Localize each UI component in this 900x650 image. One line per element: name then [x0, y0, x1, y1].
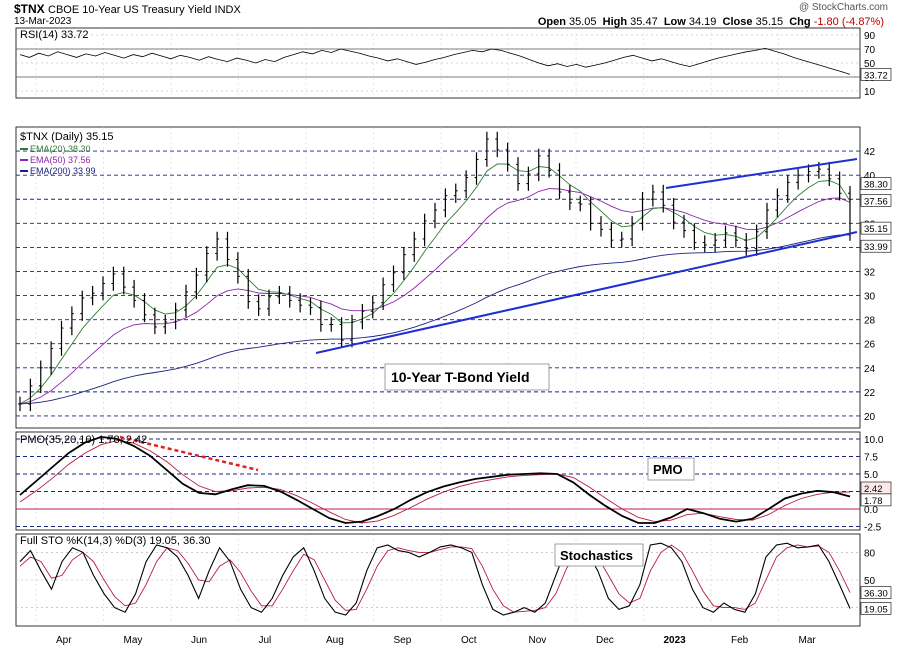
- price-annotation: 10-Year T-Bond Yield: [391, 369, 530, 385]
- chart-date: 13-Mar-2023: [14, 16, 72, 27]
- month-label: Apr: [56, 635, 72, 646]
- month-label: Mar: [799, 635, 817, 646]
- ema50-tag-box: [860, 194, 892, 207]
- pmo-annotation-box: [647, 457, 695, 481]
- support-trendline: [315, 231, 858, 354]
- sto-tick-label: 80: [864, 548, 876, 559]
- sto-d-line: [19, 544, 851, 613]
- open-label: Open: [537, 16, 566, 28]
- pmo-value-tag: 1.78: [864, 496, 883, 507]
- ticker-name: CBOE 10-Year US Treasury Yield INDX: [48, 4, 241, 16]
- month-label: Nov: [529, 635, 547, 646]
- pmo-signal-tag: 2.42: [864, 484, 883, 495]
- pmo-annotation: PMO: [653, 462, 683, 477]
- legend-entry: EMA(200) 33.99: [30, 166, 96, 176]
- ema20-tag: 38.30: [864, 180, 888, 191]
- ohlc-readout: Open 35.05 High 35.47 Low 34.19 Close 35…: [538, 16, 884, 28]
- month-label: Jun: [191, 635, 207, 646]
- month-label: Dec: [596, 635, 614, 646]
- price-tick-label: 26: [864, 340, 876, 351]
- pmo-tick-label: 10.0: [864, 435, 884, 446]
- price-tick-label: 28: [864, 316, 876, 327]
- month-label: May: [124, 635, 143, 646]
- pmo-label: PMO(35,20,10) 1.78, 2.42: [20, 434, 147, 446]
- ema20-line: [19, 163, 851, 405]
- ema20-tag-box: [860, 177, 892, 190]
- sto-annotation: Stochastics: [560, 548, 633, 563]
- price-tick-label: 40: [864, 171, 876, 182]
- pmo-tick-label: 0.0: [864, 505, 878, 516]
- pmo-signal-line: [19, 439, 851, 524]
- rsi-tick-label: 90: [864, 31, 876, 42]
- month-label: Oct: [461, 635, 477, 646]
- sto-label: Full STO %K(14,3) %D(3) 19.05, 36.30: [20, 535, 211, 547]
- price-tick-label: 24: [864, 364, 876, 375]
- pmo-tick-label: 5.0: [864, 470, 878, 481]
- pmo-line: [19, 435, 851, 524]
- sto-tick-label: 50: [864, 576, 876, 587]
- ema200-tag-box: [860, 239, 892, 253]
- ticker-symbol: $TNX: [14, 2, 45, 16]
- chg-label: Chg: [789, 16, 811, 28]
- rsi-value-tag: 33.72: [864, 70, 888, 81]
- ema50-line: [19, 188, 851, 405]
- ema200-tag: 33.99: [864, 242, 888, 253]
- price-label: $TNX (Daily) 35.15: [20, 131, 114, 143]
- chart-title: $TNX CBOE 10-Year US Treasury Yield INDX: [14, 2, 241, 16]
- price-annotation-box: [384, 363, 550, 391]
- low-label: Low: [663, 16, 686, 28]
- pmo-value-tag-box: [860, 493, 892, 507]
- low-value: 34.19: [688, 16, 717, 28]
- price-tick-label: 30: [864, 292, 876, 303]
- sto-annotation-box: [554, 543, 644, 567]
- resistance-trendline: [665, 158, 858, 189]
- month-label: Aug: [326, 635, 344, 646]
- chg-value: -1.80 (-4.87%): [813, 16, 884, 28]
- open-value: 35.05: [569, 16, 597, 28]
- price-tick-label: 32: [864, 267, 876, 278]
- rsi-tick-label: 70: [864, 45, 876, 56]
- high-label: High: [602, 16, 628, 28]
- sto-k-tag-box: [860, 602, 892, 615]
- legend-entry: EMA(50) 37.56: [30, 155, 91, 165]
- close-tag: 35.15: [864, 224, 888, 235]
- ema50-tag: 37.56: [864, 196, 888, 207]
- divergence-arrow: [119, 435, 259, 472]
- stockcharts-credit: @ StockCharts.com: [798, 2, 888, 13]
- month-label: Sep: [394, 635, 412, 646]
- rsi-tick-label: 50: [864, 59, 876, 70]
- high-value: 35.47: [630, 16, 658, 28]
- close-tag-box: [860, 221, 892, 235]
- pmo-tick-label: 7.5: [864, 453, 878, 464]
- sto-k-tag: 19.05: [864, 604, 888, 615]
- sto-d-tag: 36.30: [864, 589, 888, 600]
- sto-k-line: [19, 542, 851, 616]
- ema200-line: [19, 234, 851, 405]
- price-tick-label: 42: [864, 147, 876, 158]
- rsi-line: [19, 47, 851, 75]
- price-tick-label: 20: [864, 412, 876, 423]
- month-label: 2023: [664, 635, 687, 646]
- pmo-panel: [15, 431, 861, 531]
- legend-entry: EMA(20) 38.30: [30, 144, 91, 154]
- month-label: Jul: [259, 635, 272, 646]
- pmo-tick-label: -2.5: [864, 523, 882, 534]
- close-label: Close: [722, 16, 753, 28]
- price-tick-label: 22: [864, 388, 876, 399]
- rsi-label: RSI(14) 33.72: [20, 29, 88, 41]
- month-label: Feb: [731, 635, 749, 646]
- rsi-tick-label: 10: [864, 87, 876, 98]
- sto-d-tag-box: [860, 586, 892, 599]
- rsi-value-tag-box: [860, 68, 892, 81]
- close-value: 35.15: [755, 16, 784, 28]
